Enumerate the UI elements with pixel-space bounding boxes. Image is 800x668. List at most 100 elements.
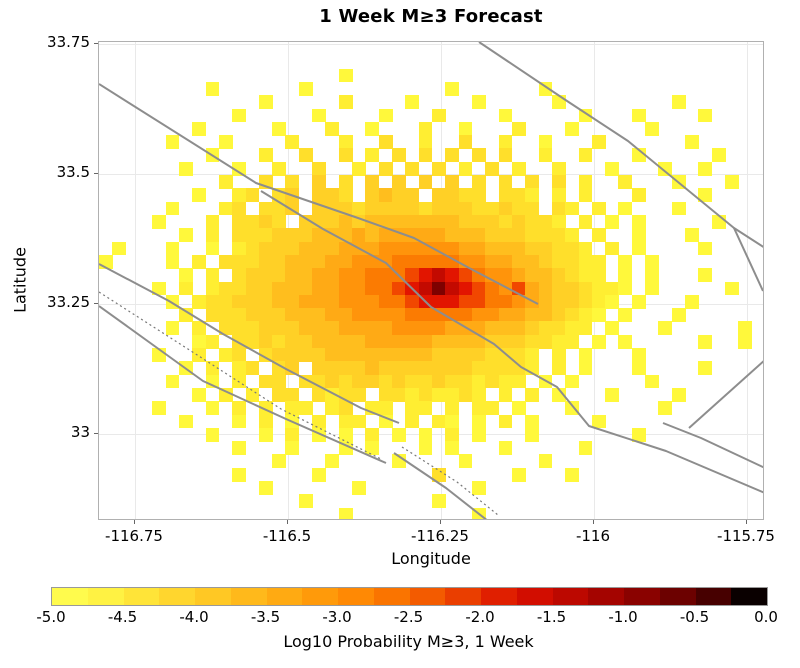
heatmap-cell <box>538 374 553 389</box>
colorbar-segment <box>659 588 696 605</box>
heatmap-cell <box>418 241 433 256</box>
heatmap-cell <box>578 188 593 203</box>
heatmap-cell <box>432 414 446 429</box>
heatmap-cell <box>565 334 579 349</box>
heatmap-cell <box>378 161 393 176</box>
colorbar-tick-label: -3.0 <box>322 608 352 626</box>
heatmap-cell <box>631 361 646 376</box>
heatmap-cell <box>565 254 579 269</box>
heatmap-cell <box>525 268 540 282</box>
heatmap-cell <box>232 201 246 216</box>
heatmap-cell <box>405 348 420 362</box>
heatmap-cell <box>631 427 646 442</box>
heatmap-cell <box>178 268 193 282</box>
heatmap-cell <box>258 228 273 243</box>
heatmap-cell <box>205 214 220 229</box>
heatmap-cell <box>298 401 313 416</box>
colorbar-segment <box>87 588 124 605</box>
heatmap-cell <box>338 361 353 376</box>
heatmap-cell <box>485 334 500 349</box>
heatmap-cell <box>645 268 659 282</box>
heatmap-cell <box>392 214 406 229</box>
heatmap-cell <box>525 241 540 256</box>
heatmap-cell <box>605 281 619 296</box>
heatmap-cell <box>165 294 180 309</box>
heatmap-cell <box>352 214 366 229</box>
heatmap-cell <box>298 494 313 509</box>
heatmap-cell <box>578 108 593 123</box>
heatmap-cell <box>338 201 353 216</box>
x-tick-mark <box>134 520 135 524</box>
heatmap-cell <box>565 321 579 336</box>
heatmap-cell <box>511 294 526 309</box>
heatmap-cell <box>432 321 446 336</box>
heatmap-cell <box>272 241 286 256</box>
heatmap-cell <box>352 414 366 429</box>
heatmap-cell <box>565 228 579 243</box>
heatmap-cell <box>525 334 540 349</box>
heatmap-cell <box>525 361 540 376</box>
heatmap-cell <box>471 507 486 519</box>
heatmap-cell <box>378 387 393 402</box>
heatmap-cell <box>471 148 486 163</box>
heatmap-cell <box>338 68 353 83</box>
heatmap-cell <box>352 294 366 309</box>
heatmap-cell <box>551 268 566 282</box>
heatmap-cell <box>392 308 406 322</box>
heatmap-cell <box>392 374 406 389</box>
heatmap-cell <box>445 414 460 429</box>
heatmap-cell <box>511 308 526 322</box>
heatmap-cell <box>525 414 540 429</box>
heatmap-cell <box>378 241 393 256</box>
heatmap-cell <box>218 201 233 216</box>
heatmap-cell <box>152 214 167 229</box>
heatmap-cell <box>378 361 393 376</box>
heatmap-cell <box>258 281 273 296</box>
heatmap-cell <box>565 374 579 389</box>
heatmap-cell <box>312 188 326 203</box>
heatmap-cell <box>272 214 286 229</box>
heatmap-cell <box>458 281 473 296</box>
heatmap-cell <box>551 95 566 110</box>
heatmap-cell <box>605 241 619 256</box>
heatmap-cell <box>498 321 513 336</box>
heatmap-cell <box>272 387 286 402</box>
heatmap-cell <box>285 334 300 349</box>
heatmap-cell <box>511 214 526 229</box>
heatmap-cell <box>218 294 233 309</box>
heatmap-cell <box>471 414 486 429</box>
heatmap-cell <box>192 348 207 362</box>
heatmap-cell <box>285 441 300 455</box>
heatmap-cell <box>445 175 460 189</box>
heatmap-cell <box>325 121 340 136</box>
heatmap-cell <box>631 188 646 203</box>
colorbar-tick-label: -1.5 <box>536 608 567 626</box>
heatmap-cell <box>338 254 353 269</box>
heatmap-cell <box>551 175 566 189</box>
heatmap-cell <box>511 374 526 389</box>
heatmap-cell <box>338 175 353 189</box>
heatmap-cell <box>645 374 659 389</box>
heatmap-cell <box>338 268 353 282</box>
colorbar-tick-label: -4.5 <box>107 608 138 626</box>
heatmap-cell <box>418 361 433 376</box>
heatmap-cell <box>551 188 566 203</box>
heatmap-cell <box>378 321 393 336</box>
heatmap-cell <box>485 321 500 336</box>
heatmap-cell <box>258 348 273 362</box>
heatmap-cell <box>511 281 526 296</box>
heatmap-cell <box>378 374 393 389</box>
heatmap-cell <box>445 188 460 203</box>
heatmap-cell <box>285 401 300 416</box>
heatmap-cell <box>698 188 713 203</box>
heatmap-cell <box>458 361 473 376</box>
heatmap-cell <box>458 321 473 336</box>
heatmap-cell <box>365 148 380 163</box>
heatmap-cell <box>538 228 553 243</box>
heatmap-cell <box>591 201 606 216</box>
heatmap-cell <box>325 268 340 282</box>
heatmap-cell <box>498 441 513 455</box>
heatmap-cell <box>312 228 326 243</box>
heatmap-cell <box>525 308 540 322</box>
heatmap-cell <box>578 441 593 455</box>
